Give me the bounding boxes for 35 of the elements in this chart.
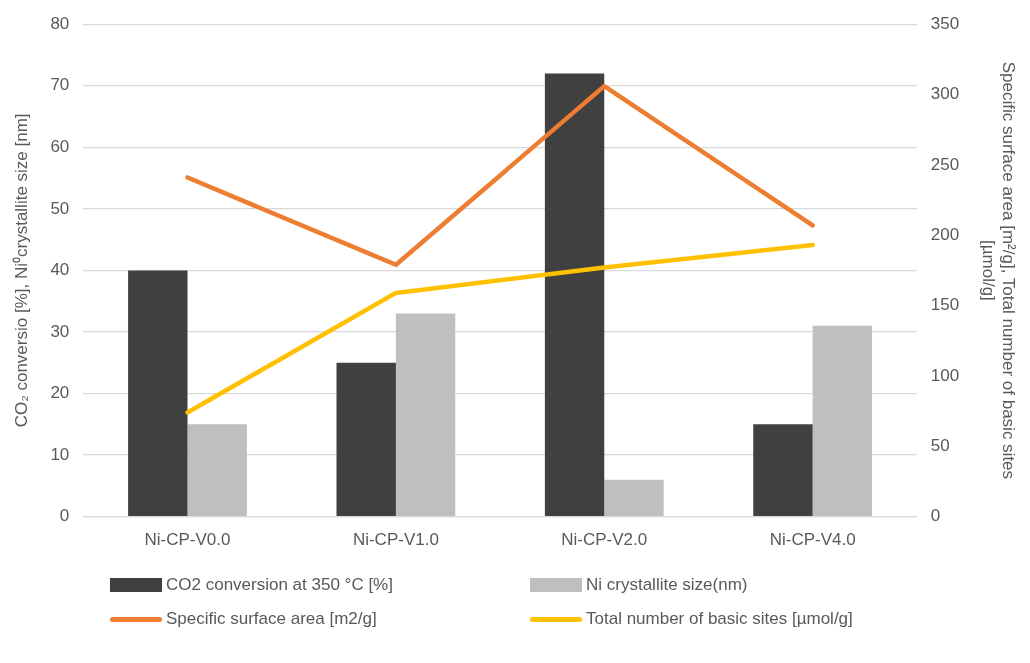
y2-tick-label: 350 <box>930 13 960 33</box>
y2-tick-label: 250 <box>930 154 960 174</box>
bar <box>604 479 664 516</box>
y-tick-label: 30 <box>50 321 70 341</box>
y2-tick-label: 50 <box>930 435 950 455</box>
y-tick-label: 10 <box>50 444 70 464</box>
y-tick-label: 0 <box>59 506 70 526</box>
bar <box>187 424 247 516</box>
y-tick-label: 80 <box>50 13 70 33</box>
x-tick-label: Ni-CP-V1.0 <box>352 530 439 550</box>
y-tick-label: 70 <box>50 75 70 95</box>
y2-axis-title: Specific surface area [m²/g], Total number of basic sites [µmol/g] <box>978 61 1019 480</box>
legend-label: Ni crystallite size(nm) <box>586 575 748 595</box>
y-axis-title: CO₂ conversio [%], Ni⁰crystallite size [nm] <box>11 113 31 428</box>
legend-label: Total number of basic sites [µmol/g] <box>586 609 853 629</box>
y2-tick-label: 150 <box>930 295 960 315</box>
bar <box>395 313 456 516</box>
y2-tick-label: 200 <box>930 224 960 244</box>
y2-tick-label: 0 <box>930 506 941 526</box>
legend-label: Specific surface area [m2/g] <box>166 609 377 629</box>
bar <box>128 270 188 516</box>
legend-label: CO2 conversion at 350 °C [%] <box>166 575 393 595</box>
y2-tick-label: 100 <box>930 365 960 385</box>
bar <box>336 362 396 516</box>
x-tick-label: Ni-CP-V0.0 <box>144 530 231 550</box>
x-tick-label: Ni-CP-V4.0 <box>769 530 856 550</box>
y2-tick-label: 300 <box>930 84 960 104</box>
x-tick-label: Ni-CP-V2.0 <box>561 530 648 550</box>
y-tick-label: 60 <box>50 136 70 156</box>
bar <box>544 73 605 516</box>
y-tick-label: 20 <box>50 383 70 403</box>
bar <box>753 424 813 516</box>
y-tick-label: 50 <box>50 198 70 218</box>
y-tick-label: 40 <box>50 260 70 280</box>
bar <box>812 325 873 516</box>
